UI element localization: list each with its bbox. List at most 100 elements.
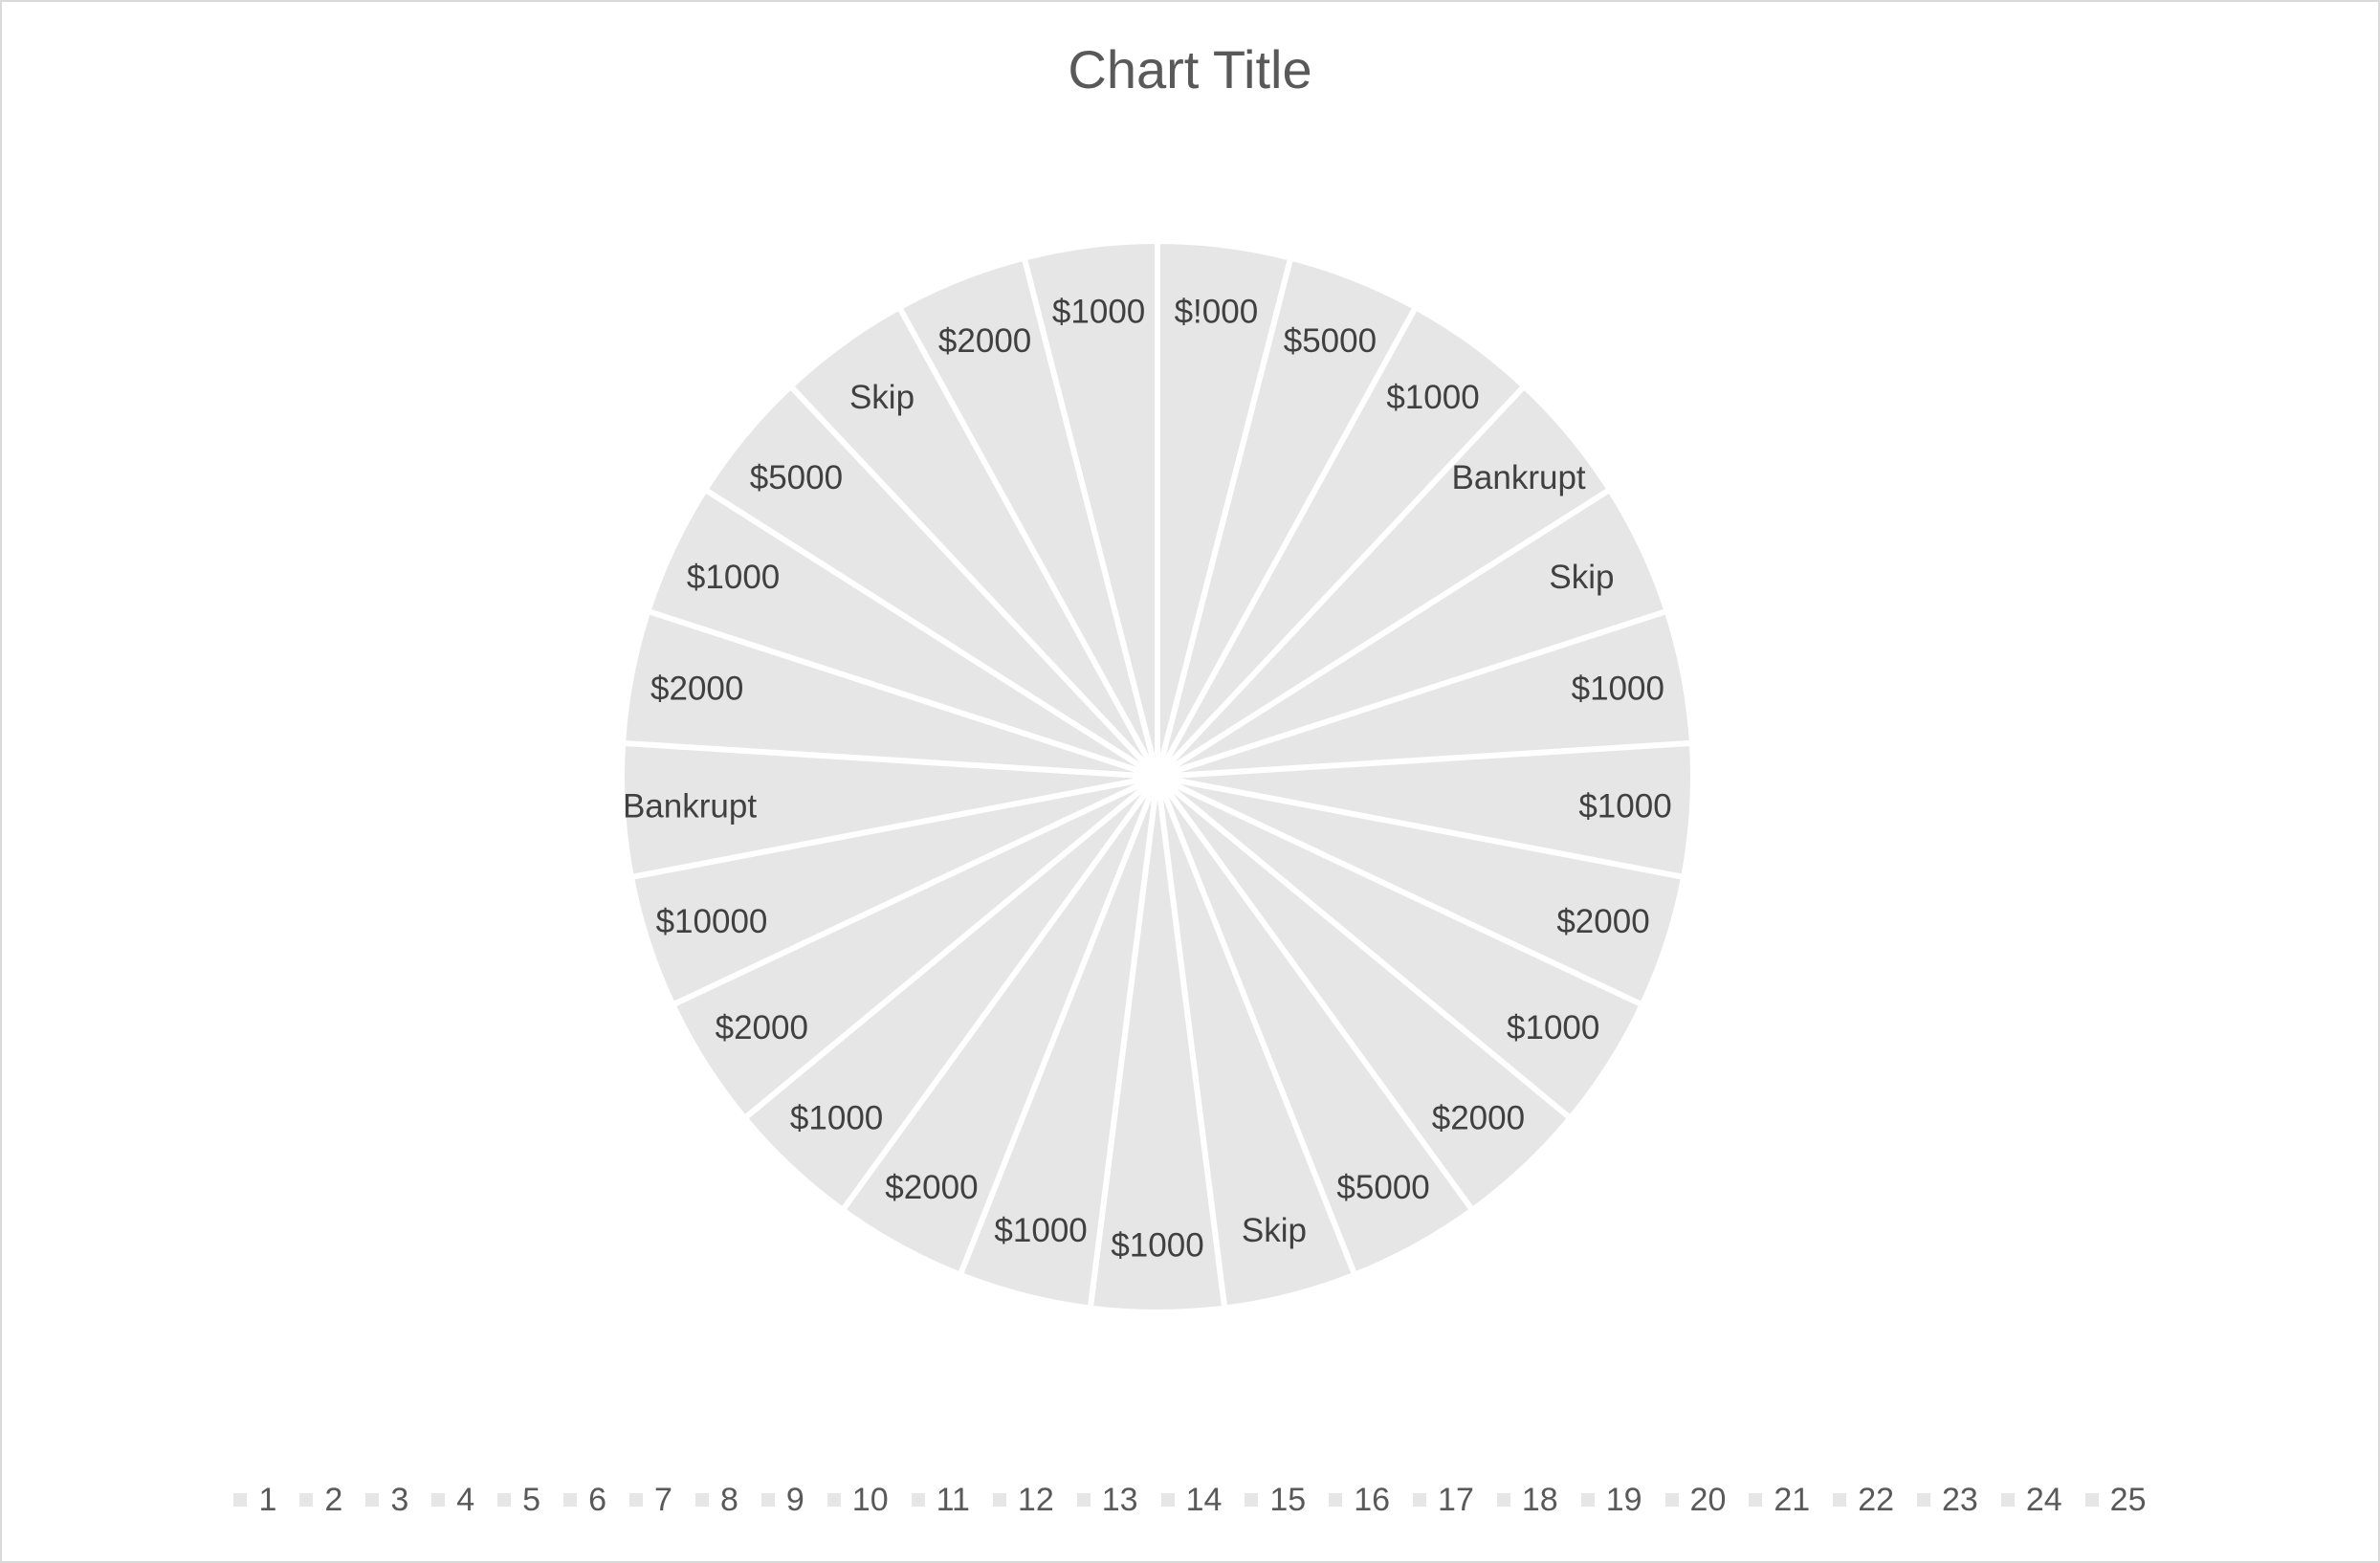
legend-swatch [1076,1493,1091,1507]
legend-swatch [1160,1493,1175,1507]
data-label-1: $!000 [1175,293,1259,330]
legend-swatch [1413,1493,1427,1507]
data-label-11: $5000 [1336,1169,1429,1206]
legend-item-6: 6 [563,1482,606,1519]
legend-swatch [1245,1493,1259,1507]
legend-item-24: 24 [2000,1481,2062,1519]
legend-swatch [2000,1493,2015,1507]
legend-label: 19 [1605,1481,1642,1518]
legend-label: 14 [1185,1481,1223,1518]
data-label-14: $1000 [994,1212,1087,1249]
legend-label: 7 [654,1481,672,1518]
legend-item-5: 5 [497,1482,540,1519]
data-label-19: Bankrupt [623,787,757,825]
legend-swatch [911,1493,925,1507]
legend-swatch [365,1493,380,1507]
legend-swatch [299,1493,314,1507]
legend-item-18: 18 [1496,1481,1558,1519]
legend-swatch [629,1493,644,1507]
legend-label: 24 [2025,1481,2062,1518]
data-label-6: $1000 [1572,671,1664,708]
legend-item-14: 14 [1160,1481,1223,1519]
data-label-23: Skip [849,379,915,416]
data-label-22: $5000 [750,459,843,496]
data-label-7: $1000 [1578,787,1671,825]
legend-label: 2 [324,1481,343,1518]
pie-slice-25 [1021,238,1160,780]
legend-item-19: 19 [1580,1481,1642,1519]
legend-item-20: 20 [1664,1481,1727,1519]
data-label-25: $1000 [1052,293,1145,330]
legend-swatch [826,1493,841,1507]
legend-item-23: 23 [1917,1482,1978,1519]
legend-item-10: 10 [826,1481,889,1519]
legend-label: 18 [1521,1481,1558,1518]
data-label-8: $2000 [1556,903,1649,940]
data-label-21: $1000 [687,559,780,596]
legend-label: 9 [785,1481,804,1518]
legend-label: 11 [936,1481,970,1518]
data-label-10: $2000 [1432,1100,1525,1137]
data-label-24: $2000 [938,322,1031,360]
legend-item-4: 4 [431,1482,474,1519]
legend-label: 20 [1689,1481,1727,1518]
legend-label: 12 [1017,1481,1054,1518]
data-label-9: $1000 [1507,1009,1599,1046]
data-label-4: Bankrupt [1452,459,1586,496]
legend-label: 5 [522,1481,541,1518]
legend-swatch [1749,1493,1763,1507]
legend-item-25: 25 [2084,1481,2147,1519]
legend-item-21: 21 [1749,1482,1810,1519]
legend-label: 4 [456,1481,475,1518]
legend-label: 6 [588,1481,607,1518]
data-label-3: $1000 [1386,379,1479,416]
legend-label: 16 [1354,1481,1391,1518]
legend-item-11: 11 [911,1481,970,1519]
chart-title: Chart Title [1068,39,1312,99]
data-label-18: $10000 [656,903,768,940]
legend-label: 25 [2109,1481,2147,1518]
legend-swatch [992,1493,1006,1507]
data-label-13: $1000 [1111,1227,1203,1265]
legend-swatch [497,1493,512,1507]
legend-swatch [1580,1493,1595,1507]
data-label-17: $2000 [716,1009,808,1046]
data-label-20: $2000 [650,671,743,708]
legend: 1 2 3 4 5 6 7 8 9 10 11 12 13 14 15 16 17 18 19 20 21 22 23 24 2… [2,1473,2378,1527]
legend-swatch [1917,1493,1931,1507]
legend-swatch [1664,1493,1679,1507]
legend-item-1: 1 [233,1482,276,1519]
legend-swatch [563,1493,578,1507]
legend-label: 23 [1942,1481,1978,1518]
legend-label: 8 [719,1481,738,1518]
data-label-2: $5000 [1284,322,1377,360]
legend-label: 15 [1269,1481,1307,1518]
legend-label: 17 [1438,1481,1474,1518]
legend-item-7: 7 [629,1482,672,1519]
legend-swatch [2084,1493,2099,1507]
legend-item-12: 12 [992,1481,1054,1519]
legend-item-15: 15 [1245,1482,1306,1519]
legend-item-3: 3 [365,1482,408,1519]
legend-label: 22 [1858,1481,1895,1518]
data-label-15: $2000 [885,1169,978,1206]
legend-label: 3 [390,1481,409,1518]
legend-item-17: 17 [1413,1482,1474,1519]
legend-swatch [233,1493,248,1507]
legend-item-9: 9 [760,1481,804,1519]
legend-item-8: 8 [694,1481,738,1519]
legend-swatch [1496,1493,1510,1507]
data-label-16: $1000 [790,1100,883,1137]
legend-swatch [1329,1493,1343,1507]
legend-label: 1 [258,1481,277,1518]
legend-item-16: 16 [1329,1482,1390,1519]
data-label-12: Skip [1242,1212,1307,1249]
legend-swatch [694,1493,709,1507]
legend-item-2: 2 [299,1482,342,1519]
legend-label: 13 [1101,1481,1138,1518]
legend-swatch [1833,1493,1847,1507]
legend-label: 10 [851,1481,889,1518]
legend-swatch [760,1493,775,1507]
